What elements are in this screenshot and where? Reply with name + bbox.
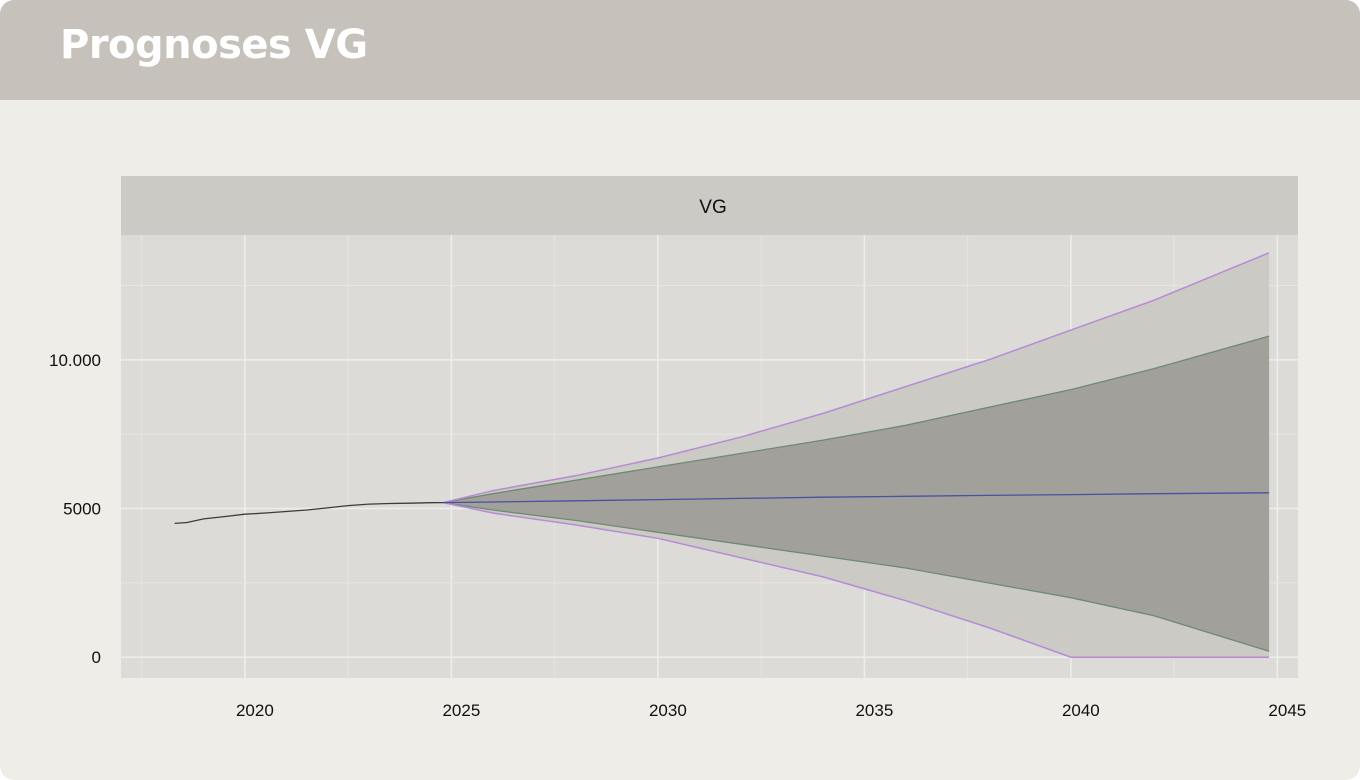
lower-80-line <box>443 501 1270 652</box>
panel-title: VG <box>699 197 726 218</box>
x-tick-label: 2020 <box>236 701 274 720</box>
x-tick-label: 2040 <box>1062 701 1100 720</box>
x-tick-label: 2030 <box>649 701 687 720</box>
y-axis: 0 5000 10.000 <box>49 351 101 667</box>
forecast-bands <box>443 252 1270 658</box>
page-title: Prognoses VG <box>60 22 368 68</box>
panel-strip <box>121 176 1298 235</box>
forecast-mean-line <box>443 492 1270 504</box>
series-lines <box>174 252 1270 658</box>
lower-95-line <box>442 501 1270 658</box>
upper-80-line <box>442 335 1270 504</box>
y-tick-label: 0 <box>92 648 101 667</box>
x-tick-label: 2025 <box>442 701 480 720</box>
upper-95-line <box>442 252 1270 504</box>
y-tick-label: 5000 <box>63 500 101 519</box>
y-tick-label: 10.000 <box>49 351 101 370</box>
band-80 <box>443 336 1270 652</box>
historical-line <box>174 501 444 525</box>
x-axis: 2020 2025 2030 2035 2040 2045 <box>236 701 1306 720</box>
x-tick-label: 2045 <box>1268 701 1306 720</box>
x-tick-label: 2035 <box>855 701 893 720</box>
header-bar: Prognoses VG <box>0 0 1360 100</box>
